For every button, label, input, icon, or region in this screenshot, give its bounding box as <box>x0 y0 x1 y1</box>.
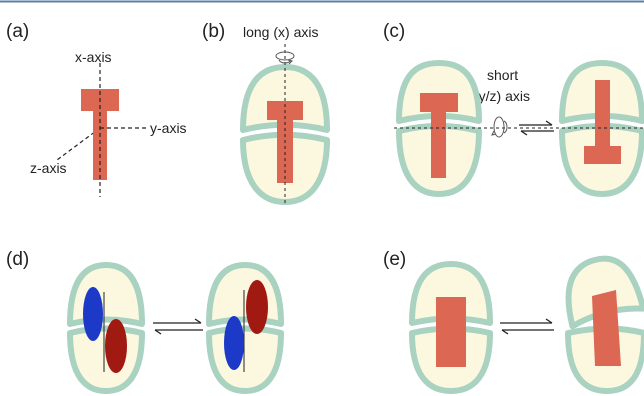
panel-c-label: (c) <box>383 21 405 42</box>
long-axis-label: long (x) axis <box>243 24 318 40</box>
red-ellipse <box>105 319 127 373</box>
panel-b: (b) long (x) axis <box>202 21 327 205</box>
equilibrium-arrows-icon <box>500 319 554 334</box>
red-ellipse <box>246 280 268 334</box>
capsule-left <box>70 265 142 391</box>
capsule-right <box>209 265 281 391</box>
y-axis-label: y-axis <box>150 120 187 136</box>
equilibrium-arrows-icon <box>153 319 203 334</box>
short-axis-label-line1: short <box>487 67 518 83</box>
panel-e: (e) <box>383 249 644 391</box>
z-axis-label: z-axis <box>30 160 67 176</box>
equilibrium-arrows-icon <box>519 121 554 135</box>
bent-block <box>592 290 621 366</box>
panel-d: (d) <box>6 249 281 391</box>
straight-block <box>436 297 466 367</box>
panel-c: (c) short (y/z) axis <box>383 21 644 194</box>
panel-d-label: (d) <box>6 249 29 270</box>
panel-a: (a) x-axis y-axis z-axis <box>6 21 187 197</box>
capsule-top-half <box>209 265 281 324</box>
panel-a-label: (a) <box>6 21 29 42</box>
rotation-arrow-icon <box>492 117 507 137</box>
panel-b-label: (b) <box>202 21 225 42</box>
capsule-top-half <box>70 265 142 324</box>
capsule-bottom-half <box>209 329 281 392</box>
blue-ellipse <box>224 316 244 370</box>
x-axis-label: x-axis <box>75 49 112 65</box>
blue-ellipse <box>83 287 103 341</box>
panel-e-label: (e) <box>383 249 406 270</box>
short-axis-label-line2: (y/z) axis <box>474 88 530 104</box>
